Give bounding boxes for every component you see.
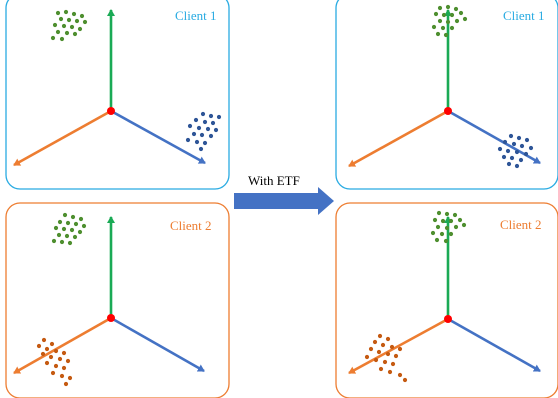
transition-arrow — [234, 187, 334, 215]
axes-after-client1 — [348, 9, 541, 168]
axis-left — [13, 316, 112, 375]
panel-label-before-client2: Client 2 — [170, 218, 212, 233]
axis-left — [348, 317, 449, 375]
blue-cluster — [185, 111, 222, 152]
blue-cluster — [497, 133, 534, 169]
axis-right — [447, 317, 541, 373]
axis-left — [13, 109, 112, 167]
green-cluster — [51, 212, 87, 246]
orange-cluster — [36, 337, 73, 387]
panel-frame-after-client1 — [335, 0, 558, 190]
orange-cluster — [364, 333, 408, 383]
origin-point — [444, 315, 452, 323]
panel-label-after-client1: Client 1 — [503, 8, 545, 23]
axes-after-client2 — [348, 216, 541, 375]
origin-point — [107, 107, 115, 115]
panel-frame-before-client2 — [5, 202, 230, 398]
axis-right — [110, 316, 205, 373]
origin-point — [107, 314, 115, 322]
panel-frame-after-client2 — [335, 202, 558, 398]
origin-point — [444, 107, 452, 115]
green-cluster — [431, 4, 468, 38]
panel-label-after-client2: Client 2 — [500, 217, 542, 232]
green-cluster — [50, 9, 88, 42]
panel-frame-before-client1 — [5, 0, 230, 190]
transition-label: With ETF — [248, 173, 300, 188]
axes-before-client1 — [13, 9, 206, 167]
axis-right — [110, 109, 206, 165]
axis-left — [348, 109, 449, 168]
green-cluster — [430, 210, 467, 244]
axes-before-client2 — [13, 216, 205, 375]
panel-label-before-client1: Client 1 — [175, 8, 217, 23]
